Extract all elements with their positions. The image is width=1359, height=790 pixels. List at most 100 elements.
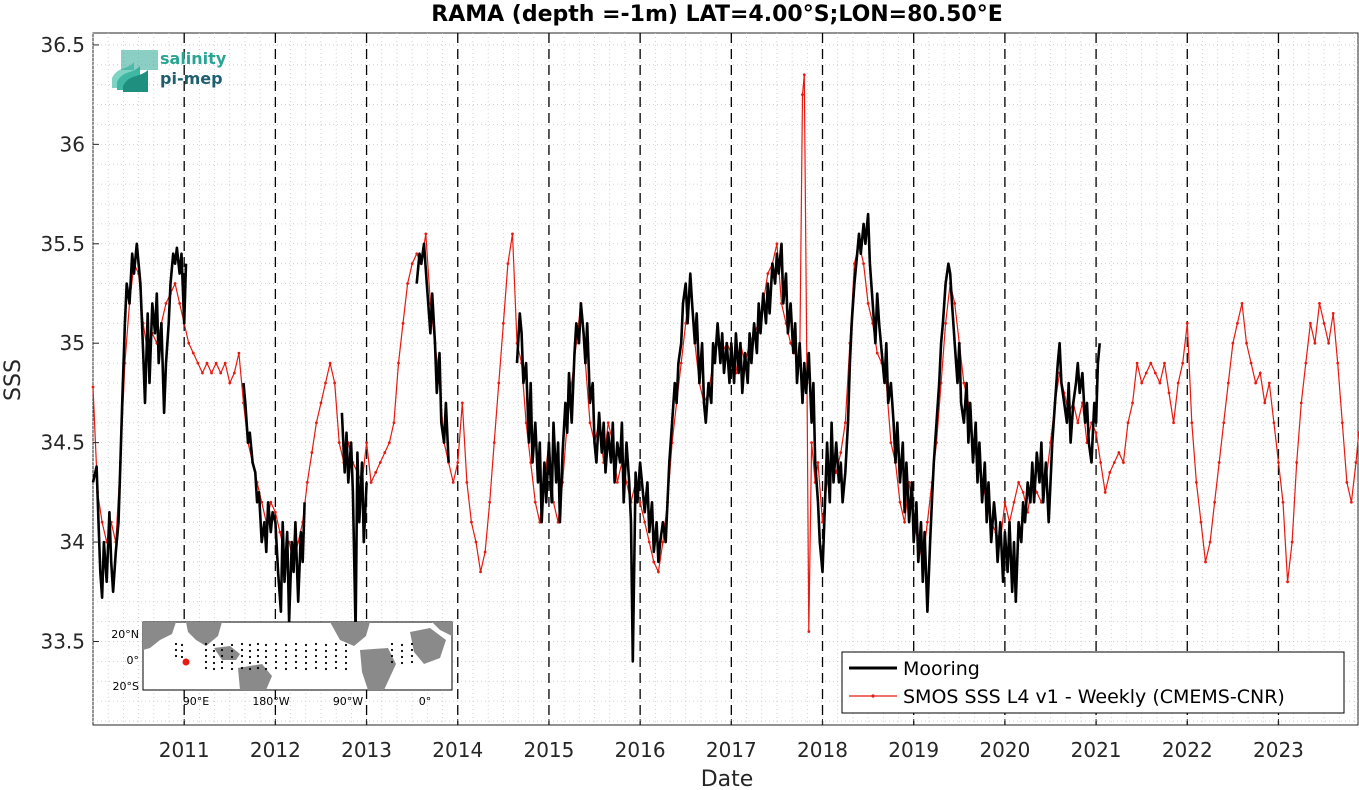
smos-point (483, 550, 487, 554)
y-tick-label: 33.5 (40, 629, 85, 653)
inset-dot (180, 649, 184, 653)
inset-dot (256, 642, 260, 646)
smos-point (392, 421, 396, 425)
smos-point (1140, 381, 1144, 385)
inset-dot (400, 655, 404, 659)
inset-dot (240, 660, 244, 664)
inset-dot (410, 654, 414, 658)
smos-point (315, 421, 318, 425)
inset-dot (314, 654, 318, 658)
legend-box (841, 651, 1345, 714)
smos-point (410, 262, 414, 266)
inset-lat-label-2: 0° (127, 654, 140, 667)
legend-label-smos: SMOS SSS L4 v1 - Weekly (CMEMS-CNR) (903, 686, 1285, 708)
inset-dot (248, 667, 252, 671)
smos-point (406, 282, 410, 285)
smos-point (296, 540, 300, 544)
smos-point (465, 481, 469, 484)
smos-point (456, 461, 460, 464)
x-tick-label: 2016 (615, 738, 666, 762)
smos-point (214, 361, 218, 365)
inset-dot (204, 666, 208, 670)
inset-dot (240, 648, 244, 652)
inset-mooring-dots (174, 642, 414, 671)
smos-point (1190, 421, 1194, 425)
inset-dot (314, 666, 318, 670)
smos-point (839, 451, 843, 454)
smos-point (807, 630, 811, 633)
smos-point (643, 520, 647, 524)
smos-point (497, 381, 501, 385)
x-tick-label: 2023 (1253, 738, 1304, 762)
smos-point (925, 520, 929, 524)
smos-point (492, 441, 496, 445)
smos-point (606, 421, 610, 425)
smos-point (511, 232, 514, 236)
inset-dot (294, 660, 298, 664)
inset-dot (410, 660, 414, 664)
series-line-mooring (242, 382, 306, 623)
inset-dot (212, 655, 216, 659)
inset-dot (284, 661, 288, 665)
smos-point (1217, 461, 1221, 464)
smos-point (533, 500, 537, 504)
smos-point (1236, 321, 1239, 325)
series-line-mooring (515, 212, 1101, 663)
inset-dot (230, 661, 234, 665)
smos-point (1263, 401, 1267, 405)
smos-point (387, 441, 391, 445)
smos-point (679, 361, 683, 365)
smos-point (1308, 321, 1312, 325)
smos-point (1222, 421, 1226, 425)
legend: Mooring SMOS SSS L4 v1 - Weekly (CMEMS-C… (841, 651, 1345, 714)
inset-dot (240, 642, 244, 646)
smos-point (328, 361, 332, 365)
inset-dot (304, 649, 308, 653)
inset-dot (256, 666, 260, 670)
smos-point (1021, 490, 1025, 494)
smos-point (1354, 461, 1358, 464)
smos-point (1135, 361, 1139, 365)
smos-point (374, 471, 378, 474)
smos-point (228, 381, 232, 385)
smos-point (1213, 500, 1217, 504)
inset-dot (204, 648, 208, 652)
y-tick-label: 34 (60, 530, 85, 554)
smos-point (524, 421, 528, 425)
inset-dot (174, 654, 178, 658)
logo-text-pimep: pi-mep (160, 69, 223, 88)
inset-dot (220, 654, 224, 658)
smos-point (843, 421, 847, 425)
smos-point (903, 520, 906, 524)
smos-point (1176, 381, 1180, 385)
inset-dot (334, 648, 338, 652)
inset-dot (240, 654, 244, 658)
smos-point (866, 302, 870, 305)
inset-dot (284, 667, 288, 671)
smos-point (789, 341, 792, 345)
inset-dot (248, 643, 252, 647)
smos-point (889, 441, 893, 445)
inset-dot (220, 660, 224, 664)
x-tick-label: 2015 (523, 738, 574, 762)
smos-point (1126, 421, 1130, 425)
inset-dot (180, 655, 184, 659)
smos-point (1350, 500, 1353, 504)
inset-dot (314, 648, 318, 652)
inset-dot (174, 648, 178, 652)
smos-point (223, 361, 227, 365)
inset-dot (230, 643, 234, 647)
smos-point (1172, 421, 1175, 425)
y-axis-label: SSS (1, 359, 26, 401)
smos-point (953, 302, 957, 305)
inset-dot (256, 654, 260, 658)
smos-point (1327, 341, 1331, 345)
x-axis-label: Date (701, 767, 754, 790)
smos-point (1208, 540, 1212, 544)
smos-point (205, 361, 209, 365)
smos-point (191, 351, 195, 355)
smos-point (1340, 421, 1344, 425)
smos-point (1003, 500, 1007, 504)
smos-point (766, 272, 770, 276)
smos-point (310, 451, 314, 454)
